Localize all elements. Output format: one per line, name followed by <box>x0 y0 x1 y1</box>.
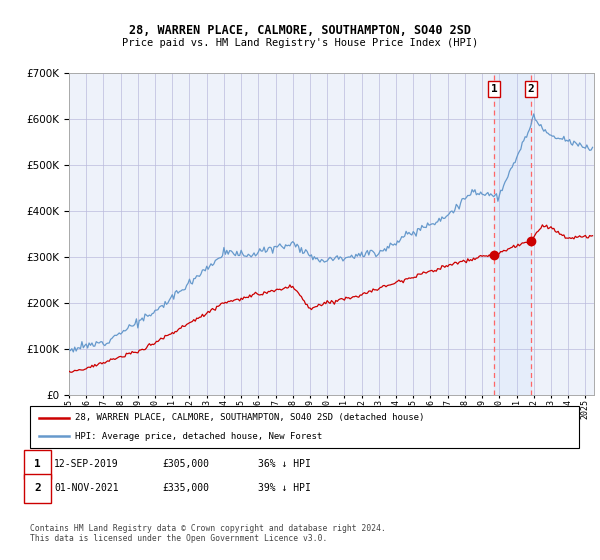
Text: 12-SEP-2019: 12-SEP-2019 <box>54 459 119 469</box>
Text: £305,000: £305,000 <box>162 459 209 469</box>
Text: 39% ↓ HPI: 39% ↓ HPI <box>258 483 311 493</box>
Text: Price paid vs. HM Land Registry's House Price Index (HPI): Price paid vs. HM Land Registry's House … <box>122 38 478 48</box>
Text: Contains HM Land Registry data © Crown copyright and database right 2024.
This d: Contains HM Land Registry data © Crown c… <box>30 524 386 543</box>
Text: 1: 1 <box>34 459 41 469</box>
Text: 2: 2 <box>34 483 41 493</box>
Text: 36% ↓ HPI: 36% ↓ HPI <box>258 459 311 469</box>
Text: HPI: Average price, detached house, New Forest: HPI: Average price, detached house, New … <box>75 432 322 441</box>
Bar <box>494 73 531 395</box>
Text: 1: 1 <box>491 84 498 94</box>
Text: 28, WARREN PLACE, CALMORE, SOUTHAMPTON, SO40 2SD (detached house): 28, WARREN PLACE, CALMORE, SOUTHAMPTON, … <box>75 413 424 422</box>
Text: 28, WARREN PLACE, CALMORE, SOUTHAMPTON, SO40 2SD: 28, WARREN PLACE, CALMORE, SOUTHAMPTON, … <box>129 24 471 36</box>
Text: 01-NOV-2021: 01-NOV-2021 <box>54 483 119 493</box>
Text: 2: 2 <box>527 84 534 94</box>
Text: £335,000: £335,000 <box>162 483 209 493</box>
